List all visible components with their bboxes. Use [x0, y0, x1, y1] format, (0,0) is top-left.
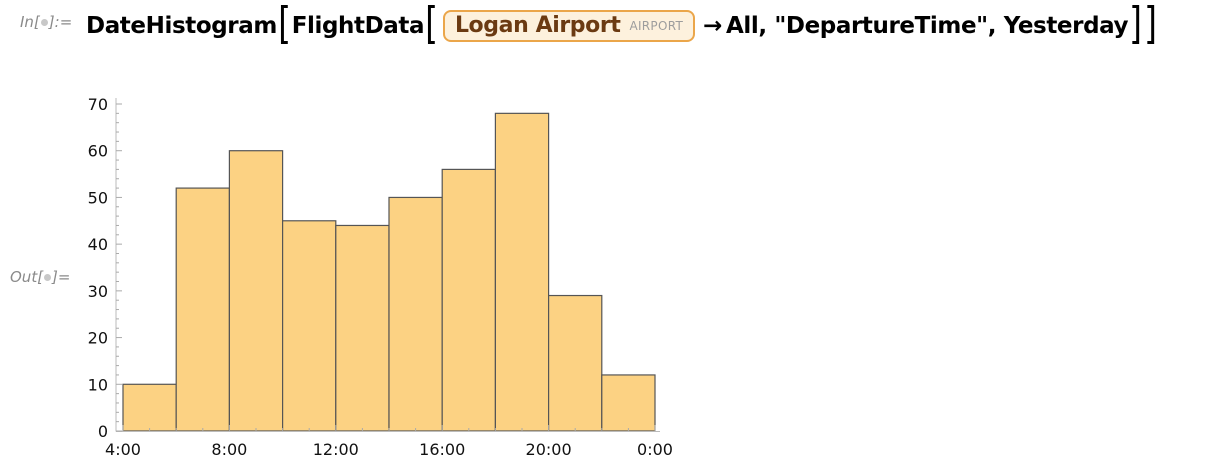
chart-ticks: 0 10 20 30 40 50 60 70 4:00 8:00 12:00 16:00 20:00 0:…	[88, 95, 673, 459]
histogram-bar[interactable]	[282, 220, 337, 432]
date-argument: Yesterday	[1003, 13, 1129, 39]
inner-function-name: FlightData	[291, 13, 425, 39]
entity-type-label: AIRPORT	[629, 18, 684, 33]
entity-box[interactable]: Logan Airport AIRPORT	[442, 10, 696, 42]
chart-axes	[115, 98, 660, 432]
y-tick-label: 70	[88, 95, 108, 114]
function-name: DateHistogram	[86, 13, 277, 39]
x-tick-label: 4:00	[105, 440, 141, 459]
histogram-bars	[122, 112, 656, 432]
close-bracket-inner: ]	[1129, 0, 1142, 49]
property-string: "DepartureTime"	[774, 13, 988, 39]
x-tick-label: 20:00	[526, 440, 572, 459]
input-cell-label: In[]:=	[20, 13, 73, 31]
cell-dot-icon	[44, 273, 52, 281]
comma-1: ,	[758, 13, 767, 39]
x-tick-label: 0:00	[637, 440, 673, 459]
y-tick-label: 20	[88, 329, 108, 348]
close-bracket: ]	[1144, 0, 1157, 49]
date-histogram-chart[interactable]: 0 10 20 30 40 50 60 70 4:00 8:00 12:00 16:00 20:00 0:…	[70, 90, 690, 468]
x-tick-label: 8:00	[211, 440, 247, 459]
histogram-bar[interactable]	[494, 112, 550, 432]
histogram-bar[interactable]	[601, 374, 656, 432]
comma-2: ,	[987, 13, 997, 39]
histogram-bar[interactable]	[388, 196, 443, 432]
entity-name: Logan Airport	[454, 13, 621, 38]
histogram-bar[interactable]	[175, 187, 230, 432]
input-expression[interactable]: DateHistogram [ FlightData [ Logan Airpo…	[86, 0, 1158, 52]
rule-value: All	[725, 13, 759, 39]
y-tick-label: 10	[88, 375, 108, 394]
y-tick-label: 40	[88, 235, 108, 254]
x-tick-label: 12:00	[313, 440, 359, 459]
histogram-bar[interactable]	[548, 294, 603, 432]
y-tick-label: 0	[98, 422, 108, 441]
histogram-bar[interactable]	[335, 224, 390, 432]
cell-dot-icon	[40, 18, 48, 26]
histogram-bar[interactable]	[228, 150, 284, 432]
output-cell-label: Out[]=	[10, 268, 71, 286]
x-tick-label: 16:00	[419, 440, 465, 459]
open-bracket: [	[278, 0, 291, 49]
y-tick-label: 30	[88, 282, 108, 301]
histogram-bar[interactable]	[441, 168, 497, 432]
y-tick-label: 60	[88, 142, 108, 161]
open-bracket-inner: [	[425, 0, 438, 49]
rule-arrow: →	[703, 13, 722, 39]
y-tick-label: 50	[88, 188, 108, 207]
histogram-bar[interactable]	[122, 383, 177, 432]
